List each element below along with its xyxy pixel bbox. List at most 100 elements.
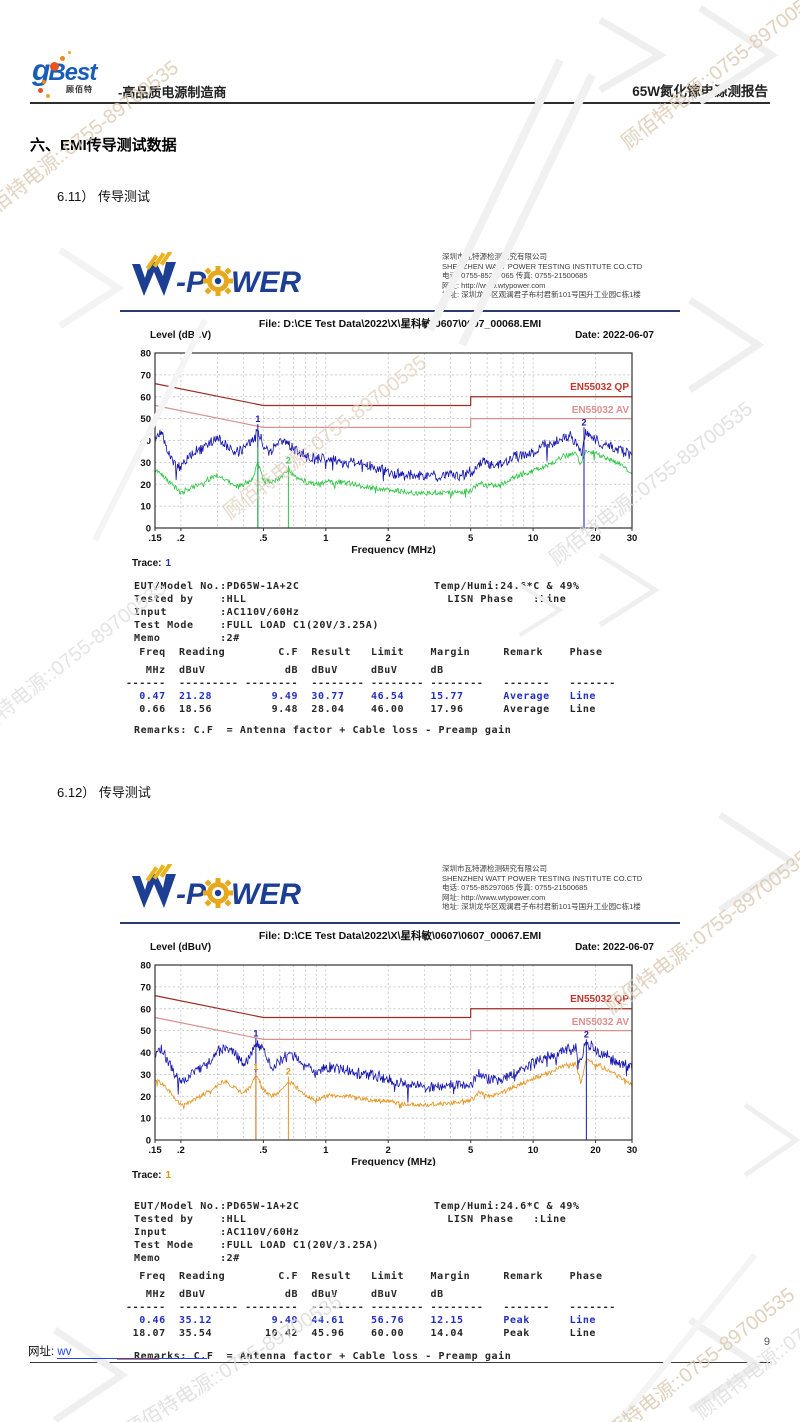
emc-conducted-chart-1: EN55032 QP EN55032 AV 1 2 20 10 20 30 40 50 60 70 80… xyxy=(140,349,637,555)
svg-text:2: 2 xyxy=(581,417,586,427)
svg-text:1: 1 xyxy=(255,414,260,424)
logo-dot xyxy=(50,62,59,71)
remarks-line: Remarks: C.F = Antenna factor + Cable lo… xyxy=(134,725,512,736)
lab-header-row: -P WER 深圳市瓦特源检测研究有限 xyxy=(120,862,680,924)
footer-site-link[interactable]: wv xyxy=(57,1346,208,1360)
lab-name-cn: 深圳市瓦特源检测研究有限公司 xyxy=(442,252,547,261)
lab-web: 网址: http://www.wtypower.com xyxy=(442,892,546,902)
footer-link-orange-segment xyxy=(117,1358,160,1360)
table-line: MHz dBuV dB dBuV dBuV dB xyxy=(126,665,570,676)
svg-text:10: 10 xyxy=(140,502,151,513)
svg-text:40: 40 xyxy=(140,436,151,447)
table-line: ------ --------- -------- -------- -----… xyxy=(126,1302,616,1313)
svg-text:70: 70 xyxy=(140,982,151,993)
svg-text:2: 2 xyxy=(386,1145,391,1156)
eut-info-block: EUT/Model No.:PD65W-1A+2C Tested by :HLL… xyxy=(134,580,674,645)
watermark-text: 顾佰特电源::0755-89700535 xyxy=(691,1251,800,1422)
logo-dot xyxy=(46,94,50,98)
footer-divider xyxy=(30,1362,770,1363)
trace-indicator: Trace: 1 xyxy=(132,558,171,569)
svg-text:70: 70 xyxy=(140,370,151,381)
logo-dot xyxy=(68,51,71,54)
svg-text:10: 10 xyxy=(140,1114,151,1125)
table-line: ------ --------- -------- -------- -----… xyxy=(126,678,616,689)
table-line: 0.46 35.12 9.49 44.61 56.76 12.15 Peak L… xyxy=(126,1315,597,1326)
svg-text:50: 50 xyxy=(140,1026,151,1037)
svg-text:EN55032 QP: EN55032 QP xyxy=(570,382,629,393)
test-date: Date: 2022-06-07 xyxy=(575,330,654,341)
svg-text:30: 30 xyxy=(627,1145,638,1156)
remarks-line: Remarks: C.F = Antenna factor + Cable lo… xyxy=(134,1351,512,1362)
measurement-table: Freq Reading C.F Result Limit Margin Rem… xyxy=(126,1270,674,1340)
test-file-path: File: D:\CE Test Data\2022\X\星科敏\0607\06… xyxy=(258,318,542,330)
svg-text:2: 2 xyxy=(286,1067,291,1077)
gobest-logo-subtext: 顾佰特 xyxy=(66,85,93,94)
svg-text:0: 0 xyxy=(146,1136,151,1147)
table-line: 18.07 35.54 10.42 45.96 60.00 14.04 Peak… xyxy=(126,1328,597,1339)
measurement-table: Freq Reading C.F Result Limit Margin Rem… xyxy=(126,646,674,716)
lab-address: 地址: 深圳龙华区观澜君子布村君新101号国升工业园C栋1楼 xyxy=(442,290,641,299)
svg-text:5: 5 xyxy=(468,533,474,544)
y-axis-title: Level (dBuV) xyxy=(150,330,212,341)
svg-text:20: 20 xyxy=(590,533,601,544)
subsection-611: 6.11） 传导测试 xyxy=(57,189,150,204)
svg-text:10: 10 xyxy=(528,1145,539,1156)
footer-site: 网址: wv xyxy=(28,1343,208,1360)
eut-info-right: Temp/Humi:24.6*C & 49% LISN Phase :Line xyxy=(434,581,580,605)
header-tagline: -高品质电源制造商 xyxy=(118,85,227,100)
lab-name-cn: 深圳市瓦特源检测研究有限公司 xyxy=(442,864,547,873)
svg-text:.2: .2 xyxy=(177,1145,185,1156)
gobest-logo: gBest 顾佰特 xyxy=(32,51,127,102)
svg-text:20: 20 xyxy=(140,480,151,491)
gear-icon xyxy=(203,878,233,908)
wpower-logo: -P WER xyxy=(132,252,301,299)
header-divider xyxy=(30,102,770,104)
wpower-text-p: -P xyxy=(176,266,207,299)
svg-text:30: 30 xyxy=(140,1070,151,1081)
svg-text:50: 50 xyxy=(140,414,151,425)
svg-text:1: 1 xyxy=(323,533,329,544)
table-line: Freq Reading C.F Result Limit Margin Rem… xyxy=(126,647,603,658)
gear-icon xyxy=(203,266,233,296)
svg-text:.15: .15 xyxy=(148,1145,162,1156)
y-axis-title: Level (dBuV) xyxy=(150,942,212,953)
svg-text:20: 20 xyxy=(590,1145,601,1156)
eut-info-block: EUT/Model No.:PD65W-1A+2C Tested by :HLL… xyxy=(134,1200,674,1265)
lab-tel-fax: 电话: 0755-85297065 传真: 0755-21500685 xyxy=(442,271,588,280)
svg-text:.5: .5 xyxy=(259,533,268,544)
wpower-text-wer: WER xyxy=(231,266,301,299)
svg-text:.2: .2 xyxy=(177,533,185,544)
svg-text:20: 20 xyxy=(140,1092,151,1103)
svg-text:2: 2 xyxy=(584,1029,589,1039)
wpower-text-p: -P xyxy=(176,878,207,911)
svg-text:EN55032 AV: EN55032 AV xyxy=(572,1017,630,1028)
trace-label: Trace: xyxy=(132,558,162,569)
svg-text:Frequency (MHz): Frequency (MHz) xyxy=(351,544,436,554)
logo-dot xyxy=(38,88,43,93)
wpower-w-glyph xyxy=(132,252,176,296)
svg-text:.15: .15 xyxy=(148,533,162,544)
section-heading: 六、EMI传导测试数据 xyxy=(30,137,177,154)
watermark-text: 顾佰特电源::0755-89700535 xyxy=(617,0,800,154)
lab-address: 地址: 深圳龙华区观澜君子布村君新101号国升工业园C栋1楼 xyxy=(442,902,641,911)
footer-site-label: 网址: xyxy=(28,1346,55,1358)
page-number: 9 xyxy=(763,1336,770,1348)
trace-number: 1 xyxy=(165,1170,172,1181)
test-file-path: File: D:\CE Test Data\2022\X\星科敏\0607\06… xyxy=(258,930,542,942)
lab-info-block: 深圳市瓦特源检测研究有限公司 SHENZHEN WATT POWER TESTI… xyxy=(442,864,772,912)
table-line: MHz dBuV dB dBuV dBuV dB xyxy=(126,1289,570,1300)
svg-text:80: 80 xyxy=(140,349,151,360)
svg-text:2: 2 xyxy=(286,456,291,466)
trace-label: Trace: xyxy=(132,1170,162,1181)
svg-text:EN55032 AV: EN55032 AV xyxy=(572,405,630,416)
test-report-1: -P WER 深圳市瓦特源检测研究有限 xyxy=(120,250,680,755)
eut-info-left: EUT/Model No.:PD65W-1A+2C Tested by :HLL… xyxy=(134,581,379,644)
eut-info-left: EUT/Model No.:PD65W-1A+2C Tested by :HLL… xyxy=(134,1201,379,1264)
header-report-title: 65W氮化镓电源测报告 xyxy=(632,84,768,99)
svg-text:1: 1 xyxy=(253,1028,258,1038)
svg-text:Frequency (MHz): Frequency (MHz) xyxy=(351,1156,436,1166)
table-line: 0.66 18.56 9.48 28.04 46.00 17.96 Averag… xyxy=(126,704,597,715)
svg-text:40: 40 xyxy=(140,1048,151,1059)
lab-header-row: -P WER 深圳市瓦特源检测研究有限 xyxy=(120,250,680,312)
